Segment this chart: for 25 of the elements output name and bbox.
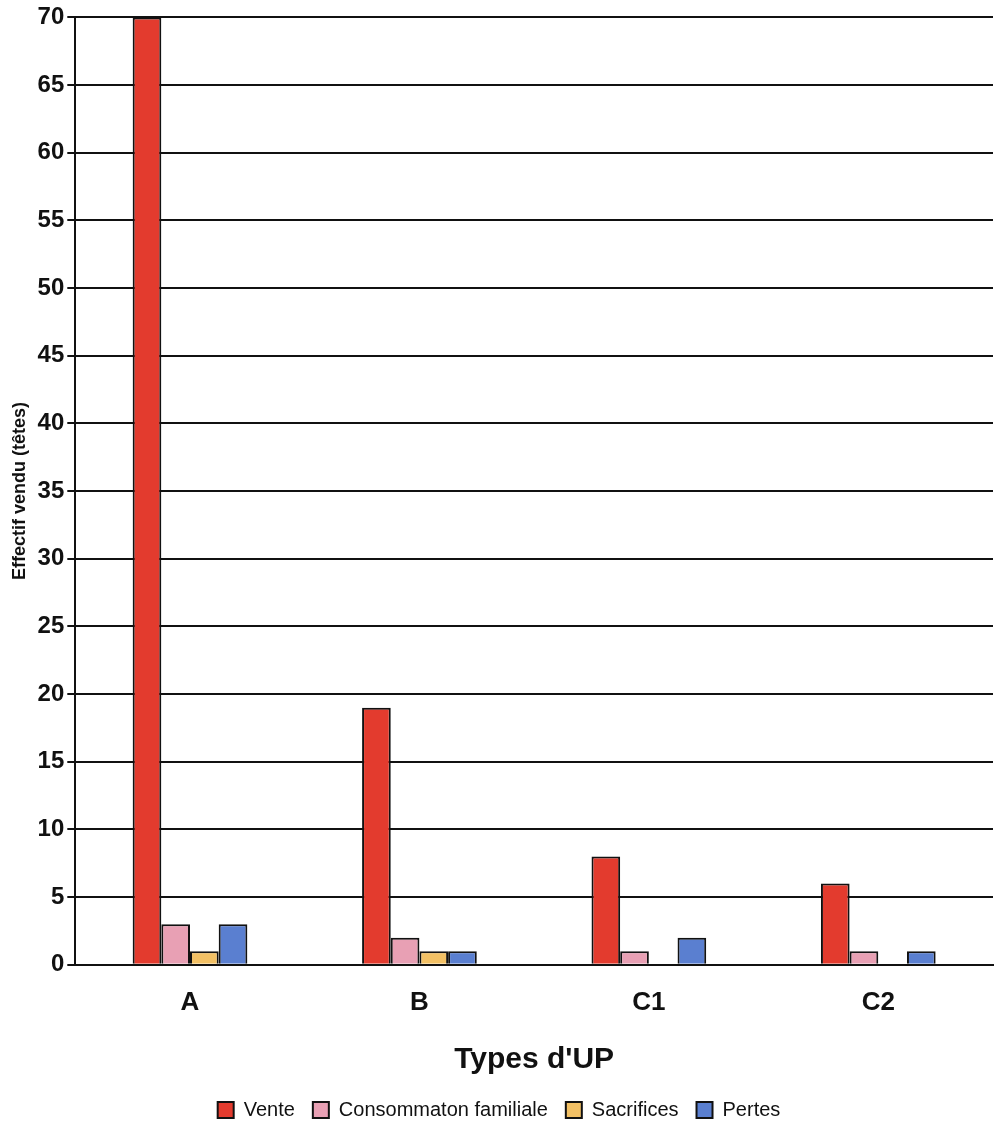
y-axis-title: Effectif vendu (têtes) xyxy=(8,402,29,581)
y-tick-label: 30 xyxy=(37,543,65,571)
y-tick-label: 10 xyxy=(37,814,65,842)
y-tick-label: 40 xyxy=(37,408,65,436)
y-tick-label: 15 xyxy=(37,746,65,774)
y-tick-label: 45 xyxy=(37,340,65,368)
legend-label: Sacrifices xyxy=(591,1097,679,1120)
x-axis-title: Types d'UP xyxy=(454,1041,615,1075)
y-tick-label: 50 xyxy=(37,272,65,300)
y-tick-label: 5 xyxy=(50,881,65,909)
y-tick-label: 25 xyxy=(37,611,65,639)
y-tick-label: 35 xyxy=(37,475,65,503)
y-tick-label: 55 xyxy=(37,205,65,233)
y-tick-label: 60 xyxy=(37,137,65,165)
y-tick-label: 20 xyxy=(37,678,65,706)
legend-label: Vente xyxy=(243,1097,295,1120)
legend-label: Pertes xyxy=(722,1097,781,1120)
y-tick-label: 65 xyxy=(37,69,65,97)
legend-label: Consommaton familiale xyxy=(338,1097,548,1120)
x-tick-label: C1 xyxy=(632,985,666,1016)
x-tick-label: A xyxy=(180,985,200,1016)
x-tick-label: B xyxy=(410,985,429,1016)
y-tick-label: 70 xyxy=(37,2,65,30)
y-tick-label: 0 xyxy=(50,949,65,977)
x-tick-label: C2 xyxy=(861,985,895,1016)
